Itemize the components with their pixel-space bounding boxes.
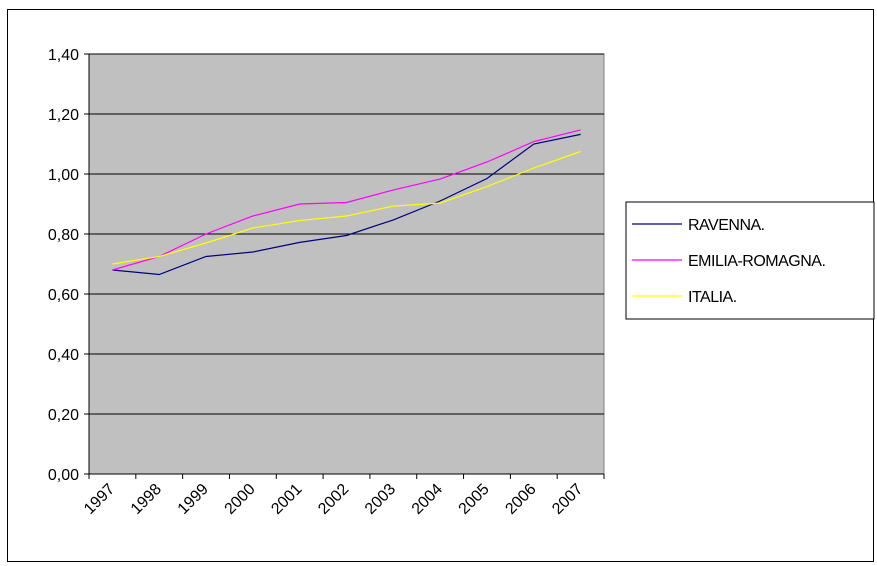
x-tick-label: 2005 [456, 481, 493, 518]
legend-label: RAVENNA. [688, 217, 765, 234]
x-tick-label: 2001 [268, 481, 305, 518]
x-tick-label: 2007 [549, 481, 586, 518]
y-tick-label: 0,00 [48, 467, 79, 484]
x-tick-label: 1999 [175, 481, 212, 518]
y-tick-label: 0,60 [48, 287, 79, 304]
y-tick-label: 1,20 [48, 107, 79, 124]
x-tick-label: 2006 [502, 481, 539, 518]
plot-area [89, 54, 604, 474]
y-tick-label: 0,40 [48, 347, 79, 364]
legend-label: ITALIA. [688, 289, 737, 306]
y-tick-label: 0,80 [48, 227, 79, 244]
x-tick-label: 1998 [128, 481, 165, 518]
y-tick-label: 1,00 [48, 167, 79, 184]
x-tick-label: 2004 [409, 481, 446, 518]
x-tick-label: 2002 [315, 481, 352, 518]
y-tick-label: 1,40 [48, 47, 79, 64]
x-tick-label: 2000 [222, 481, 259, 518]
y-tick-label: 0,20 [48, 407, 79, 424]
x-tick-label: 2003 [362, 481, 399, 518]
legend-label: EMILIA-ROMAGNA. [688, 253, 825, 270]
x-tick-label: 1997 [81, 481, 118, 518]
